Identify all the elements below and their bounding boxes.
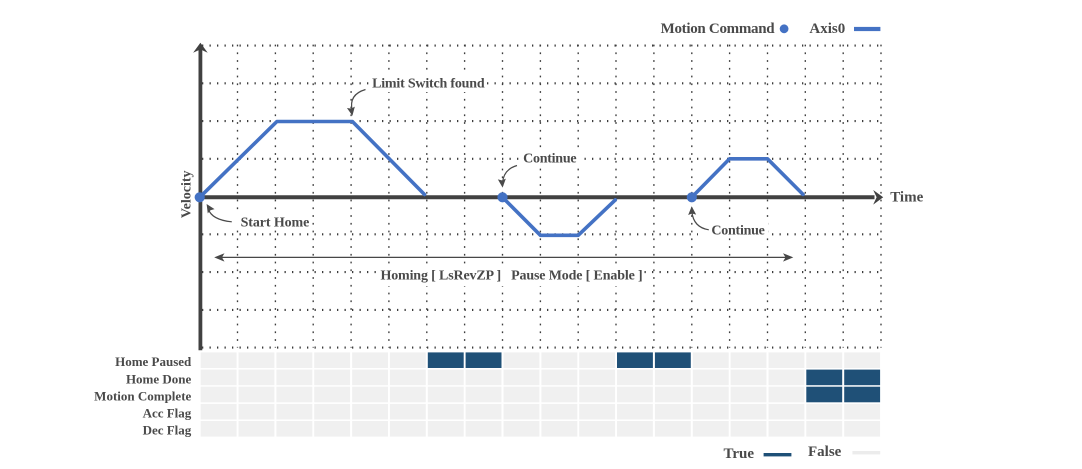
svg-text:Start Home: Start Home xyxy=(241,216,310,231)
svg-text:Acc Flag: Acc Flag xyxy=(143,406,192,421)
svg-text:Continue: Continue xyxy=(523,152,576,167)
svg-text:True: True xyxy=(724,446,755,462)
svg-text:Motion Complete: Motion Complete xyxy=(94,388,191,403)
svg-text:Homing [ LsRevZP ] Pause Mod: Homing [ LsRevZP ] Pause Mode [ Enable ] xyxy=(380,269,642,284)
svg-text:Home Done: Home Done xyxy=(126,371,192,386)
svg-text:Time: Time xyxy=(890,190,923,206)
svg-text:Motion Command: Motion Command xyxy=(661,21,776,37)
svg-text:Velocity: Velocity xyxy=(179,170,194,218)
svg-text:Continue: Continue xyxy=(711,224,764,239)
svg-text:Limit Switch found: Limit Switch found xyxy=(372,77,485,92)
svg-text:Home Paused: Home Paused xyxy=(115,354,192,369)
svg-text:Dec Flag: Dec Flag xyxy=(143,423,192,438)
svg-text:Axis0: Axis0 xyxy=(809,21,845,37)
svg-text:False: False xyxy=(808,444,842,460)
